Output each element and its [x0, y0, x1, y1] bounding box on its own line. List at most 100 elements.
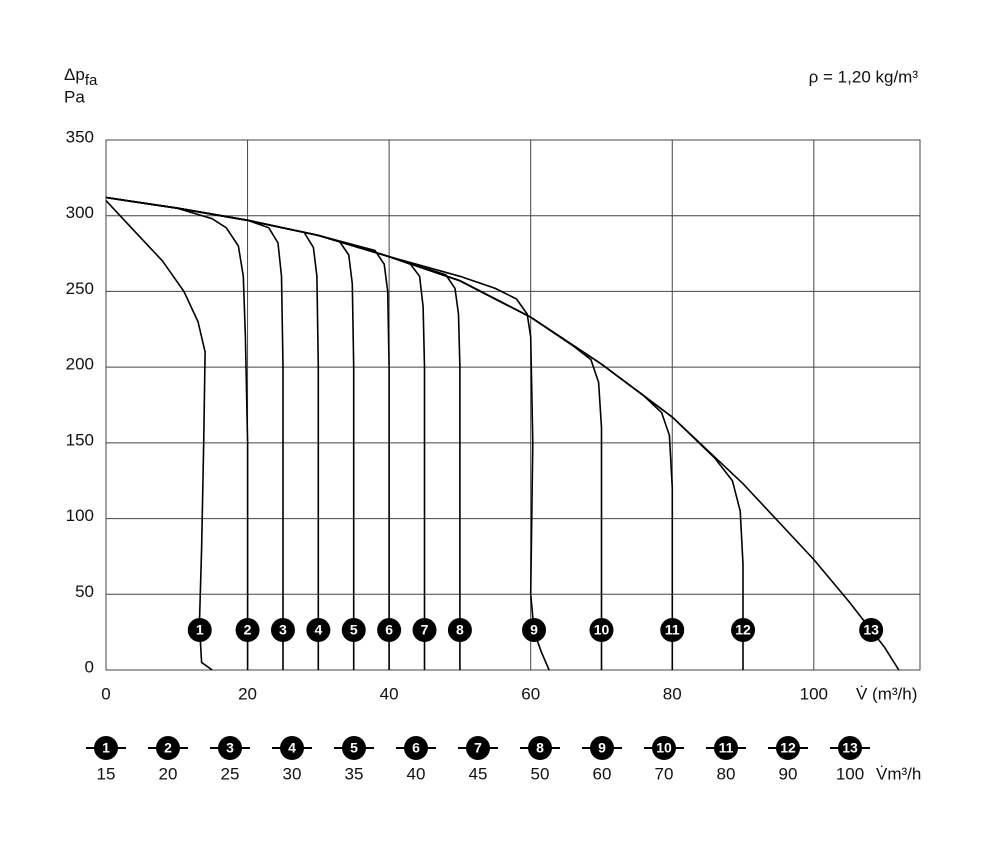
x-tick-label: 20 [238, 684, 257, 703]
curve-badge: 10 [589, 618, 614, 642]
legend-flow: 80 [717, 764, 736, 783]
badge-label: 4 [288, 740, 296, 756]
legend-flow: 30 [283, 764, 302, 783]
badge-label: 3 [279, 622, 287, 638]
legend-badge: 3 [218, 736, 242, 760]
legend-flow: 70 [655, 764, 674, 783]
curve-badge: 12 [731, 618, 756, 642]
plot-frame [105, 139, 921, 671]
y-label-sub: fa [85, 72, 98, 89]
legend-badge: 11 [714, 736, 738, 760]
badge-label: 6 [412, 740, 420, 756]
curve-badge: 7 [412, 618, 437, 642]
x-tick-label: 0 [101, 684, 110, 703]
badge-circle [590, 736, 614, 760]
badge-label: 7 [421, 622, 429, 638]
x-tick-label: 100 [800, 684, 828, 703]
badge-circle [522, 618, 547, 642]
badge-circle [404, 736, 428, 760]
badge-label: 4 [314, 622, 322, 638]
badge-circle [466, 736, 490, 760]
curve [105, 196, 249, 670]
badge-label: 7 [474, 740, 482, 756]
y-unit: Pa [64, 87, 85, 106]
curve-badge: 6 [377, 618, 402, 642]
curve-badge: 9 [522, 618, 547, 642]
curve-badge: 3 [270, 618, 295, 642]
legend-flow: 40 [407, 764, 426, 783]
curve [105, 196, 320, 670]
legend-flow: 90 [779, 764, 798, 783]
curve-badge: 13 [859, 618, 884, 642]
legend-flow: 100 [836, 764, 864, 783]
curve-badge: 4 [306, 618, 331, 642]
badge-label: 10 [656, 740, 672, 756]
badge-label: 9 [598, 740, 606, 756]
legend-badge: 5 [342, 736, 366, 760]
badge-circle [306, 618, 331, 642]
badge-circle [859, 618, 884, 642]
badge-circle [270, 618, 295, 642]
badge-circle [714, 736, 738, 760]
badge-label: 2 [164, 740, 172, 756]
legend-flow: 25 [221, 764, 240, 783]
badge-circle [187, 618, 212, 642]
curve-badge: 1 [187, 618, 212, 642]
legend-badge: 6 [404, 736, 428, 760]
badge-label: 1 [102, 740, 110, 756]
badge-label: 1 [196, 622, 204, 638]
y-tick-label: 50 [75, 582, 94, 601]
badge-circle [235, 618, 260, 642]
y-tick-label: 0 [85, 657, 94, 676]
legend-flow: 35 [345, 764, 364, 783]
badge-label: 12 [735, 622, 751, 638]
y-tick-label: 350 [66, 127, 94, 146]
badge-circle [342, 736, 366, 760]
y-label: Δpfa [64, 65, 98, 88]
legend-badge: 7 [466, 736, 490, 760]
badge-label: 9 [530, 622, 538, 638]
badge-label: 8 [456, 622, 464, 638]
curve [105, 196, 284, 670]
legend-flow: 45 [469, 764, 488, 783]
x-label: V̇ (m³/h) [856, 684, 917, 703]
curve [105, 196, 426, 670]
badge-circle [412, 618, 437, 642]
badge-circle [660, 618, 685, 642]
legend-flow: 20 [159, 764, 178, 783]
badge-label: 5 [350, 622, 358, 638]
badge-label: 11 [719, 740, 734, 756]
y-tick-label: 250 [66, 279, 94, 298]
curve-badge: 11 [660, 618, 685, 642]
y-tick-label: 300 [66, 203, 94, 222]
badge-circle [218, 736, 242, 760]
badge-circle [731, 618, 756, 642]
legend-unit: V̇m³/h [876, 764, 921, 783]
y-tick-label: 200 [66, 355, 94, 374]
legend-badge: 9 [590, 736, 614, 760]
badge-label: 6 [385, 622, 393, 638]
legend-flow: 50 [531, 764, 550, 783]
annotation: ρ = 1,20 kg/m³ [809, 67, 919, 86]
legend-badge: 12 [776, 736, 800, 760]
legend-badge: 10 [652, 736, 676, 760]
legend-flow: 15 [97, 764, 116, 783]
curve [105, 196, 550, 671]
badge-label: 12 [780, 740, 796, 756]
y-tick-label: 100 [66, 506, 94, 525]
badge-label: 11 [665, 622, 680, 638]
curve [105, 200, 213, 671]
badge-circle [838, 736, 862, 760]
badge-circle [652, 736, 676, 760]
badge-label: 13 [863, 622, 879, 638]
legend-badge: 13 [838, 736, 862, 760]
x-tick-label: 60 [521, 684, 540, 703]
legend-badge: 8 [528, 736, 552, 760]
legend-flow: 60 [593, 764, 612, 783]
curve-badge: 8 [447, 618, 472, 642]
badge-circle [447, 618, 472, 642]
badge-circle [341, 618, 366, 642]
badge-circle [156, 736, 180, 760]
